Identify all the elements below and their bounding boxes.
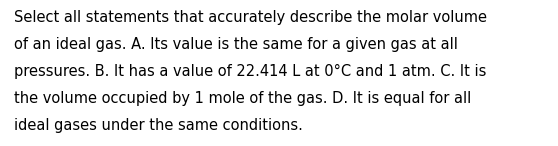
Text: pressures. B. It has a value of 22.414 L at 0°C and 1 atm. C. It is: pressures. B. It has a value of 22.414 L… — [14, 64, 487, 79]
Text: ideal gases under the same conditions.: ideal gases under the same conditions. — [14, 118, 303, 133]
Text: Select all statements that accurately describe the molar volume: Select all statements that accurately de… — [14, 10, 487, 25]
Text: of an ideal gas. A. Its value is the same for a given gas at all: of an ideal gas. A. Its value is the sam… — [14, 37, 458, 52]
Text: the volume occupied by 1 mole of the gas. D. It is equal for all: the volume occupied by 1 mole of the gas… — [14, 91, 471, 106]
